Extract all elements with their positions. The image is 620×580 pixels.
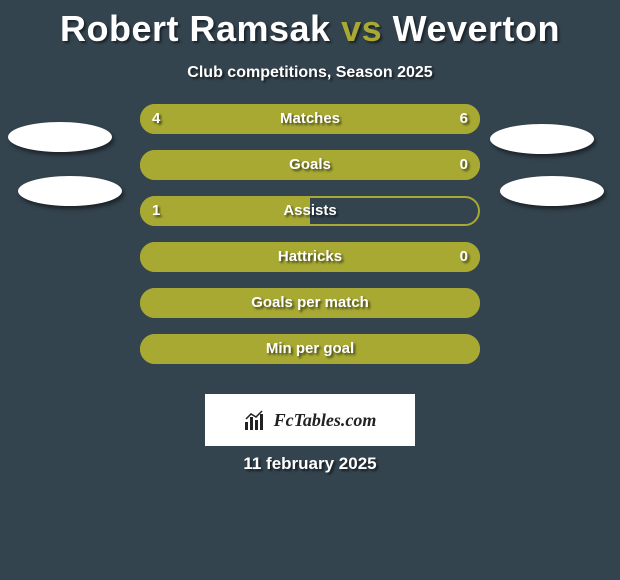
stat-value-left: 4 — [152, 104, 160, 134]
stat-row: Hattricks0 — [0, 242, 620, 272]
stat-row: Min per goal — [0, 334, 620, 364]
stat-label: Assists — [140, 196, 480, 226]
team-logo-placeholder — [18, 176, 122, 206]
stat-label: Min per goal — [140, 334, 480, 364]
team-logo-placeholder — [500, 176, 604, 206]
vs-text: vs — [341, 8, 382, 49]
player2-name: Weverton — [393, 8, 560, 49]
stat-value-right: 0 — [460, 150, 468, 180]
stat-value-right: 6 — [460, 104, 468, 134]
stat-track: Min per goal — [140, 334, 480, 364]
stat-value-right: 0 — [460, 242, 468, 272]
comparison-title: Robert Ramsak vs Weverton — [0, 0, 620, 50]
chart-icon — [244, 410, 268, 430]
stat-track: Hattricks0 — [140, 242, 480, 272]
watermark-text: FcTables.com — [274, 410, 377, 431]
team-logo-placeholder — [8, 122, 112, 152]
player1-name: Robert Ramsak — [60, 8, 331, 49]
stat-track: Goals0 — [140, 150, 480, 180]
stat-value-left: 1 — [152, 196, 160, 226]
stat-row: Goals per match — [0, 288, 620, 318]
stat-label: Goals per match — [140, 288, 480, 318]
stat-label: Matches — [140, 104, 480, 134]
subtitle: Club competitions, Season 2025 — [0, 64, 620, 82]
team-logo-placeholder — [490, 124, 594, 154]
watermark: FcTables.com — [205, 394, 415, 446]
stat-track: Assists1 — [140, 196, 480, 226]
stat-label: Hattricks — [140, 242, 480, 272]
stat-track: Goals per match — [140, 288, 480, 318]
stat-label: Goals — [140, 150, 480, 180]
date-text: 11 february 2025 — [0, 454, 620, 474]
stat-row: Goals0 — [0, 150, 620, 180]
stat-track: Matches4 6 — [140, 104, 480, 134]
